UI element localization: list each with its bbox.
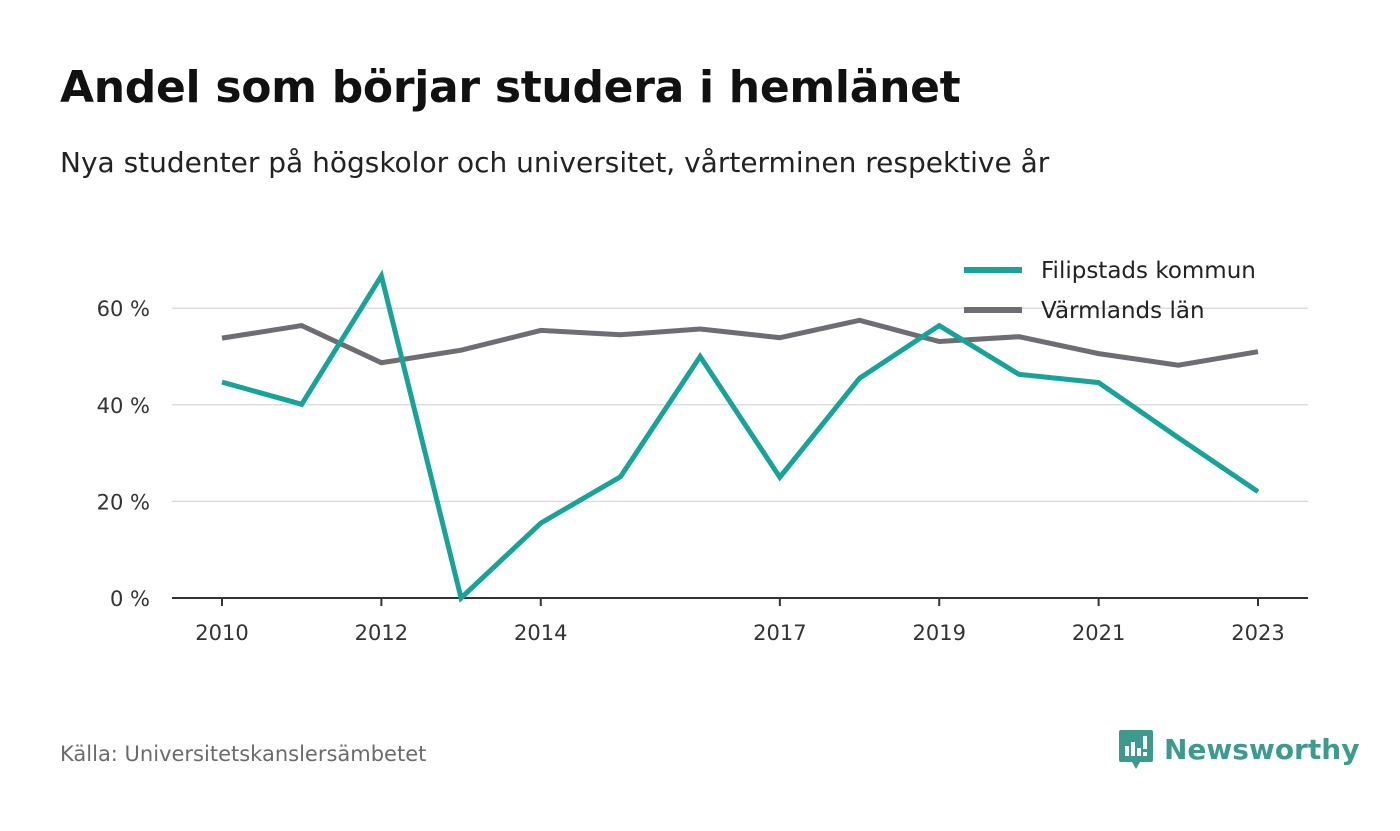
y-tick-label: 20 % — [97, 490, 150, 514]
source-note: Källa: Universitetskanslersämbetet — [60, 742, 427, 766]
x-tick-label: 2023 — [1231, 621, 1284, 645]
chart-title: Andel som börjar studera i hemlänet — [60, 62, 961, 113]
brand-name: Newsworthy — [1164, 732, 1360, 766]
x-tick-label: 2012 — [355, 621, 408, 645]
legend-label-1: Filipstads kommun — [1041, 258, 1256, 284]
x-tick-label: 2014 — [514, 621, 567, 645]
series-line-1 — [221, 269, 1260, 603]
x-axis-tick-labels: 2010 2012 2014 2017 2019 2021 2023 — [195, 621, 1284, 645]
x-axis — [172, 597, 1308, 606]
legend-label-2: Värmlands län — [1041, 298, 1205, 324]
y-tick-label: 40 % — [97, 394, 150, 418]
series-lines — [221, 269, 1260, 603]
chart-subtitle: Nya studenter på högskolor och universit… — [60, 146, 1050, 179]
x-tick-label: 2010 — [195, 621, 248, 645]
newsworthy-logo-icon — [1119, 730, 1153, 769]
brand-logo[interactable]: Newsworthy — [1118, 728, 1359, 770]
x-tick-label: 2019 — [913, 621, 966, 645]
y-tick-label: 0 % — [110, 587, 150, 611]
legend: Filipstads kommun Värmlands län — [964, 258, 1256, 324]
y-tick-label: 60 % — [97, 297, 150, 321]
x-tick-label: 2021 — [1072, 621, 1125, 645]
series-line-2 — [221, 317, 1259, 368]
x-tick-label: 2017 — [753, 621, 806, 645]
y-axis-tick-labels: 0 % 20 % 40 % 60 % — [97, 297, 150, 611]
